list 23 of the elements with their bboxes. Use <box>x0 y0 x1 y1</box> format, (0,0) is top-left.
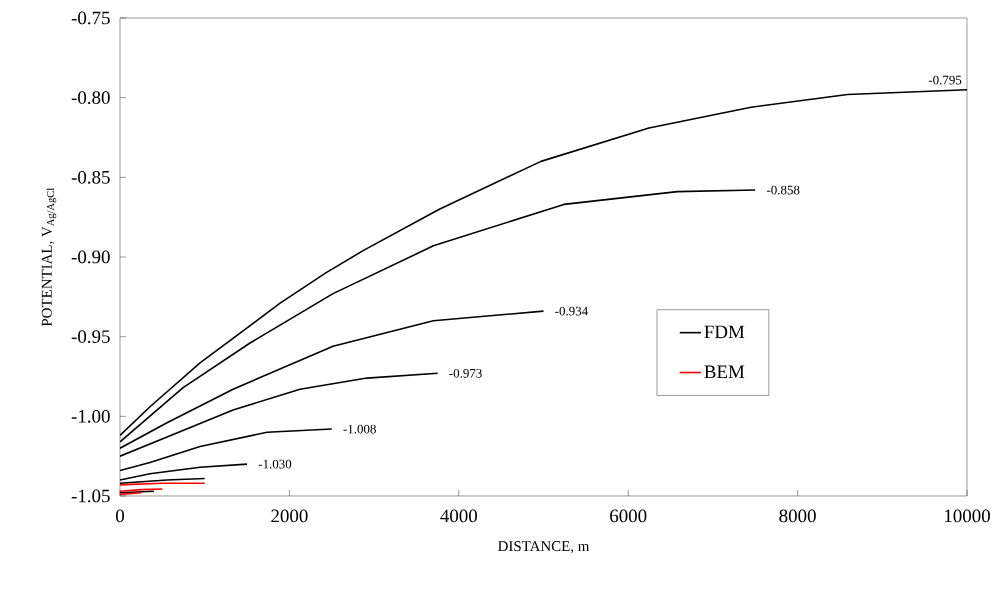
x-axis-title: DISTANCE, m <box>498 541 590 554</box>
legend-label: FDM <box>704 325 745 339</box>
annotation: -0.973 <box>449 368 482 378</box>
legend-label: BEM <box>704 365 745 379</box>
x-tick-label: 4000 <box>440 509 478 523</box>
annotation: -0.795 <box>928 75 962 85</box>
x-tick-label: 0 <box>116 509 125 523</box>
annotation: -1.030 <box>258 459 292 469</box>
y-tick-label: -0.80 <box>71 91 110 105</box>
x-tick-label: 8000 <box>779 509 816 523</box>
x-tick-label: 2000 <box>271 509 308 523</box>
x-tick-label: 10000 <box>945 509 990 523</box>
annotation: -0.858 <box>766 185 800 195</box>
y-tick-label: -0.90 <box>71 250 110 264</box>
y-tick-label: -1.05 <box>71 489 110 503</box>
y-tick-label: -0.85 <box>71 170 110 184</box>
y-tick-label: -0.75 <box>71 11 110 25</box>
y-tick-label: -1.00 <box>71 409 110 423</box>
y-tick-label: -0.95 <box>71 330 110 344</box>
x-tick-label: 6000 <box>610 509 647 523</box>
annotation: -1.008 <box>343 424 376 434</box>
annotation: -0.934 <box>555 306 588 316</box>
y-axis-title: POTENTIAL, V$_{Ag/AgCl}$ <box>41 188 57 327</box>
